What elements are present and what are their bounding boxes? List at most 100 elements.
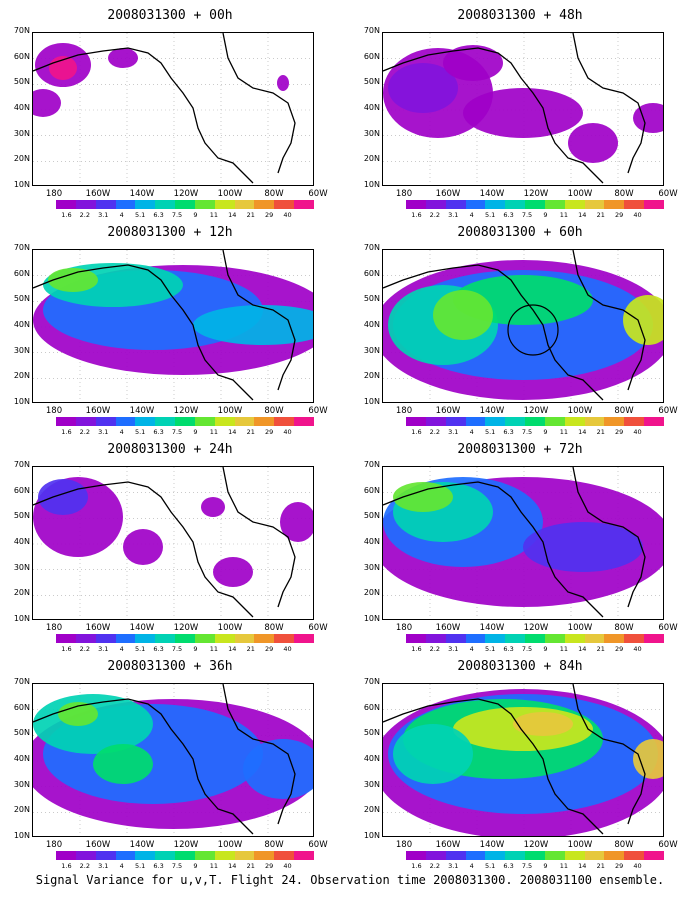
colorbar-label: 4 xyxy=(469,428,474,436)
colorbar-label: 7.5 xyxy=(521,211,533,219)
colorbar-swatch xyxy=(234,200,255,209)
coastline xyxy=(33,481,254,618)
colorbar-swatch xyxy=(406,200,426,209)
colorbar-label: 9 xyxy=(193,211,198,219)
map-panel: 2008031300 + 36h 70N 60N 50N 40N 30N 20N 10N 180… xyxy=(0,651,340,870)
colorbar-swatch xyxy=(644,851,664,860)
figure-caption: Signal Variance for u,v,T. Flight 24. Ob… xyxy=(35,873,665,887)
panel-title: 2008031300 + 48h xyxy=(457,8,583,23)
colorbar-swatch xyxy=(584,200,605,209)
colorbar-label: 6.3 xyxy=(503,428,514,436)
lat-label: 60N xyxy=(13,702,30,712)
lat-label: 30N xyxy=(363,562,380,572)
colorbar-label: 11 xyxy=(209,211,218,219)
lat-label: 60N xyxy=(13,51,30,61)
colorbar-label: 4 xyxy=(119,862,124,870)
lon-label: 180 xyxy=(395,406,413,416)
colorbar-swatch xyxy=(75,851,96,860)
lon-label: 80W xyxy=(264,840,284,850)
colorbar-label: 5.1 xyxy=(134,428,146,436)
colorbar-label: 14 xyxy=(578,862,587,870)
lon-label: 100W xyxy=(567,623,593,633)
lat-label: 40N xyxy=(13,537,30,546)
lon-label: 180 xyxy=(45,189,63,199)
colorbar-label: 11 xyxy=(559,862,568,870)
coastline xyxy=(572,467,646,608)
colorbar-label: 11 xyxy=(209,645,218,653)
lat-label: 40N xyxy=(363,320,380,329)
colorbar xyxy=(56,634,314,643)
colorbar-label: 2.2 xyxy=(79,428,91,436)
colorbar xyxy=(406,634,664,643)
map-plot xyxy=(32,466,314,620)
lat-label: 10N xyxy=(13,614,30,623)
lon-label: 140W xyxy=(479,189,505,199)
colorbar-label: 7.5 xyxy=(171,645,183,653)
lat-label: 50N xyxy=(13,294,30,304)
colorbar-swatch xyxy=(155,851,176,860)
lon-label: 160W xyxy=(435,406,461,416)
colorbar-label: 5.1 xyxy=(134,645,146,653)
colorbar-label: 1.6 xyxy=(411,645,422,653)
coastline xyxy=(222,467,296,608)
lat-label: 10N xyxy=(363,397,380,406)
variance-contour xyxy=(633,739,663,779)
colorbar-swatch xyxy=(525,634,545,643)
lon-label: 160W xyxy=(435,623,461,633)
map-panel: 2008031300 + 60h 70N 60N 50N 40N 30N 20N 10N 180… xyxy=(350,217,690,436)
colorbar-label: 14 xyxy=(228,428,237,436)
colorbar-label: 6.3 xyxy=(153,428,164,436)
colorbar-label: 21 xyxy=(596,211,605,219)
colorbar-label: 3.1 xyxy=(98,428,109,436)
lon-label: 60W xyxy=(658,840,678,850)
colorbar-swatch xyxy=(194,851,215,860)
colorbar-swatch xyxy=(425,851,446,860)
colorbar-label: 3.1 xyxy=(448,862,459,870)
colorbar-label: 5.1 xyxy=(134,211,146,219)
colorbar-label: 14 xyxy=(578,428,587,436)
lon-label: 180 xyxy=(395,840,413,850)
colorbar xyxy=(56,417,314,426)
lat-label: 50N xyxy=(363,77,380,87)
colorbar-swatch xyxy=(485,417,506,426)
lon-label: 60W xyxy=(658,623,678,633)
lon-label: 120W xyxy=(523,189,549,199)
colorbar-swatch xyxy=(584,851,605,860)
lat-label: 20N xyxy=(13,154,30,164)
coastline xyxy=(222,250,296,391)
colorbar-label: 14 xyxy=(578,211,587,219)
variance-map xyxy=(33,467,313,619)
lon-label: 80W xyxy=(614,189,634,199)
colorbar-label: 1.6 xyxy=(411,428,422,436)
lat-label: 40N xyxy=(13,103,30,112)
colorbar-label: 1.6 xyxy=(61,862,72,870)
colorbar-swatch xyxy=(465,634,486,643)
lat-label: 20N xyxy=(363,371,380,381)
colorbar-swatch xyxy=(155,417,176,426)
lon-label: 100W xyxy=(217,840,243,850)
colorbar-label: 11 xyxy=(209,428,218,436)
colorbar-label: 40 xyxy=(633,862,642,870)
colorbar-swatch xyxy=(406,417,426,426)
colorbar-swatch xyxy=(95,200,116,209)
colorbar-label: 5.1 xyxy=(484,428,496,436)
variance-map xyxy=(33,250,313,402)
colorbar-swatch xyxy=(175,851,195,860)
panel-title: 2008031300 + 84h xyxy=(457,659,583,674)
colorbar-swatch xyxy=(115,634,136,643)
lon-label: 100W xyxy=(567,840,593,850)
colorbar xyxy=(406,851,664,860)
colorbar-swatch xyxy=(75,200,96,209)
colorbar-label: 1.6 xyxy=(61,428,72,436)
coastline xyxy=(572,33,646,174)
lat-label: 30N xyxy=(363,779,380,789)
lat-label: 30N xyxy=(363,128,380,138)
map-panel: 2008031300 + 84h 70N 60N 50N 40N 30N 20N 10N 180… xyxy=(350,651,690,870)
colorbar xyxy=(56,200,314,209)
colorbar-swatch xyxy=(56,634,76,643)
variance-contour xyxy=(213,557,253,587)
lat-label: 10N xyxy=(363,614,380,623)
variance-map xyxy=(383,250,663,402)
colorbar-label: 14 xyxy=(578,645,587,653)
lat-label: 40N xyxy=(13,320,30,329)
